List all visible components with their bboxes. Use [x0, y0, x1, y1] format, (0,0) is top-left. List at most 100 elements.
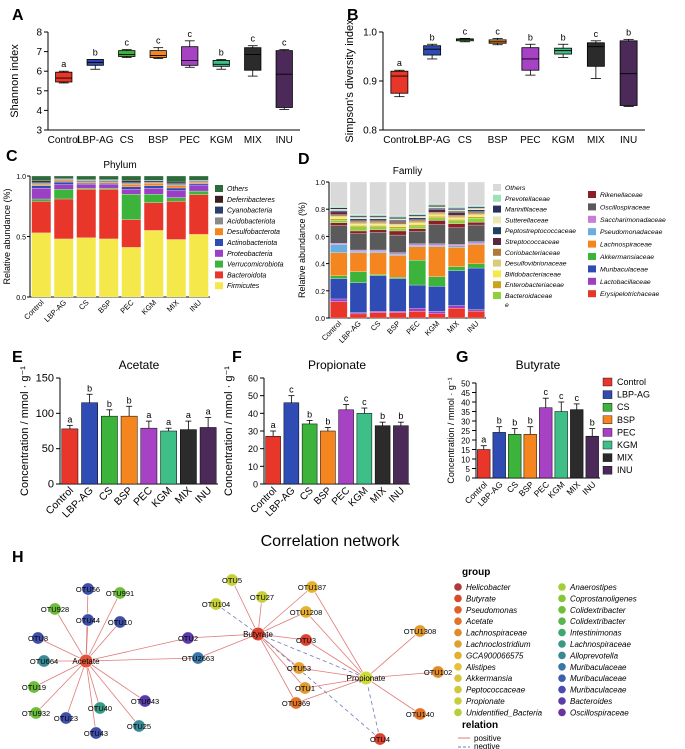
segment-Others [166, 175, 187, 183]
legend-swatch [493, 281, 501, 289]
network-node [255, 590, 269, 604]
segment-Bifidobacteriaceae [467, 215, 485, 217]
y-tick-label: 15 [461, 446, 470, 455]
edge-positive [305, 611, 367, 679]
edge-positive [365, 677, 421, 715]
x-tick-label: INU [276, 135, 293, 146]
segment-Cyanobacteria [166, 183, 187, 185]
segment-Prevotellaceae [447, 206, 466, 209]
segment-Pseudomonadaceae [408, 245, 426, 247]
legend-label: Lachnospiraceae [570, 640, 631, 649]
segment-Coriobacteriaceae [428, 212, 446, 214]
segment-Muribaculaceae [467, 267, 485, 310]
hub-label: Butyrate [243, 630, 273, 639]
panel-letter-H: H [12, 549, 24, 566]
segment-Peptostreptococcaceae [389, 219, 407, 222]
network-node [299, 605, 313, 619]
y-axis-label: Concentration / mmol · g⁻¹ [223, 366, 235, 496]
segment-Streptococcaceae [428, 209, 446, 213]
legend-label: PEC [617, 427, 636, 437]
segment-Others [369, 181, 387, 215]
segment-Others [121, 175, 142, 181]
segment-Muribaculaceae [349, 282, 368, 313]
x-tick-label: BSP [112, 485, 135, 508]
network-node [81, 613, 95, 627]
bar-MIX [180, 429, 197, 485]
x-tick-label: CS [120, 135, 134, 146]
edge-positive [187, 633, 259, 639]
significance-letter: c [289, 385, 294, 395]
segment-Desulfovibrionaceae [467, 213, 485, 216]
segment-Saccharimonadaceae [447, 244, 466, 246]
legend-groups: Control LBP-AG CS BSP PEC KGM MIX INU [602, 377, 650, 475]
segment-Lactobacillaceae [369, 311, 387, 313]
y-tick-label: 0 [466, 475, 471, 484]
x-tick-label: BSP [148, 135, 168, 146]
panel-letter-D: D [298, 151, 310, 168]
y-tick-label: 8 [36, 28, 42, 39]
legend-dot [558, 594, 566, 603]
legend-label: KGM [617, 440, 638, 450]
x-tick-label: PEC [520, 135, 541, 146]
legend-phylum: Others Deferribacteres Cyanobacteria Acidob… [215, 185, 284, 290]
segment-Pseudomonadaceae [428, 245, 446, 247]
network-node [89, 726, 103, 740]
significance-letter: b [307, 409, 312, 419]
segment-Deferribacteres [121, 180, 142, 183]
segment-Pseudomonadaceae [349, 251, 368, 253]
segment-Oscillospiraceae [349, 233, 368, 251]
network-node [298, 681, 312, 695]
segment-Enterobacteriaceae [369, 225, 387, 228]
network-node [191, 651, 205, 665]
y-tick-label: 0.5 [16, 235, 26, 242]
legend-label: Muribaculaceae [570, 686, 627, 695]
box-KGM [212, 60, 230, 67]
segment-Desulfobacterota [188, 182, 209, 184]
legend-swatch [493, 194, 501, 202]
legend-dot [454, 674, 462, 682]
segment-Sutterellaceae [369, 217, 387, 219]
segment-Bacteroidaceae [349, 226, 368, 232]
segment-Streptococcaceae [447, 212, 466, 216]
x-tick-label: LBP-AG [42, 298, 68, 324]
bar-CS [301, 423, 318, 485]
segment-Streptococcaceae [330, 211, 348, 215]
node-label: OTU40 [88, 704, 112, 713]
legend-label: Akkermansia [465, 674, 513, 683]
bar-BSP [523, 434, 537, 479]
y-tick-label: 30 [461, 418, 470, 427]
legend-label: Pseudomonadaceae [600, 229, 663, 236]
segment-Erysipelotrichaceae [369, 312, 387, 319]
y-tick-label: 5 [466, 465, 471, 474]
x-tick-label: INU [193, 485, 214, 506]
bar-CS [508, 434, 522, 479]
segment-Muribaculaceae [330, 278, 348, 300]
segment-Streptococcaceae [408, 218, 426, 221]
legend-swatch [602, 453, 613, 462]
significance-letter: c [188, 29, 193, 39]
segment-Bacteroidaceae [408, 225, 426, 229]
y-tick-label: 6 [36, 67, 42, 78]
legend-label: Others [227, 186, 249, 193]
significance-letter: c [282, 38, 287, 48]
significance-letter: c [544, 387, 549, 397]
significance-letter: b [93, 47, 98, 57]
edge-positive [85, 657, 199, 662]
segment-Sutterellaceae [447, 209, 466, 212]
segment-Others [408, 181, 426, 214]
edge-positive [365, 630, 421, 679]
edge-positive [365, 671, 439, 679]
legend-label: INU [617, 465, 633, 475]
edge-positive [37, 637, 87, 662]
edge-positive [85, 660, 97, 734]
edge-negative [257, 633, 381, 740]
y-tick-label: 0.0 [315, 316, 325, 323]
legend-swatch [215, 195, 223, 203]
segment-Pseudomonadaceae [447, 245, 466, 248]
segment-Cyanobacteria [143, 180, 164, 183]
legend-label: Streptococcaceae [505, 239, 560, 246]
y-tick-label: 45 [461, 389, 470, 398]
x-tick-label: INU [620, 135, 637, 146]
segment-Sutterellaceae [467, 208, 485, 210]
node-label: OTU5 [222, 576, 242, 585]
